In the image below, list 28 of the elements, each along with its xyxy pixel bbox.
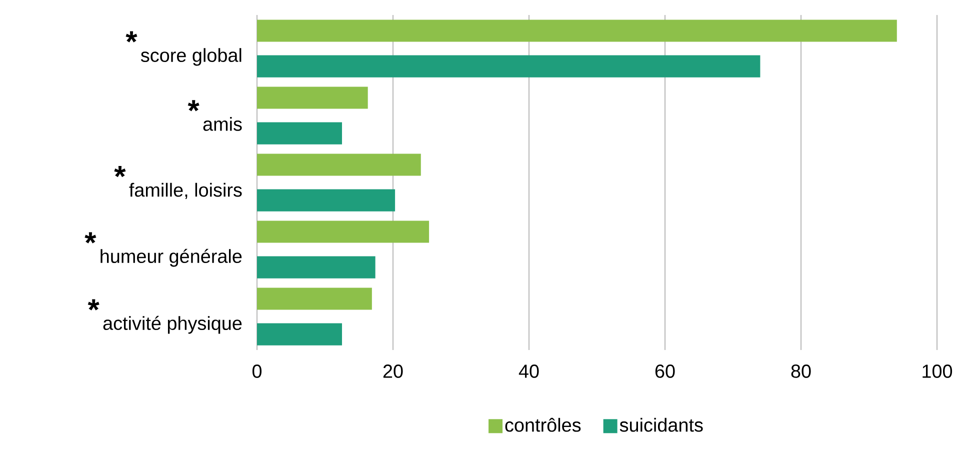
bar xyxy=(257,55,760,78)
x-tick-label: 100 xyxy=(922,364,952,378)
x-tick-label: 20 xyxy=(383,364,403,378)
y-tick-label: score global xyxy=(140,48,242,66)
bar xyxy=(257,86,368,109)
y-tick-label: activité physique xyxy=(103,316,242,334)
x-tick-label: 60 xyxy=(655,364,675,378)
text: * xyxy=(84,232,96,244)
bar xyxy=(257,20,897,42)
y-tick-label: amis xyxy=(203,116,242,131)
bar xyxy=(257,154,421,176)
bar xyxy=(257,189,396,212)
text: * xyxy=(114,166,126,178)
x-tick-label: 0 xyxy=(252,364,262,378)
x-tick-label: 40 xyxy=(518,364,539,378)
bar xyxy=(257,323,342,346)
bar xyxy=(257,288,372,310)
text: * xyxy=(188,100,200,112)
bar xyxy=(257,220,430,243)
bar xyxy=(257,256,376,278)
x-tick-label: 80 xyxy=(791,364,811,378)
legend-label: suicidants xyxy=(620,418,703,432)
legend-label: contrôles xyxy=(505,418,581,432)
y-tick-label: famille, loisirs xyxy=(129,182,242,199)
text: * xyxy=(126,31,138,42)
text: * xyxy=(88,299,100,310)
bar xyxy=(257,122,342,144)
y-tick-label: humeur générale xyxy=(100,248,242,267)
